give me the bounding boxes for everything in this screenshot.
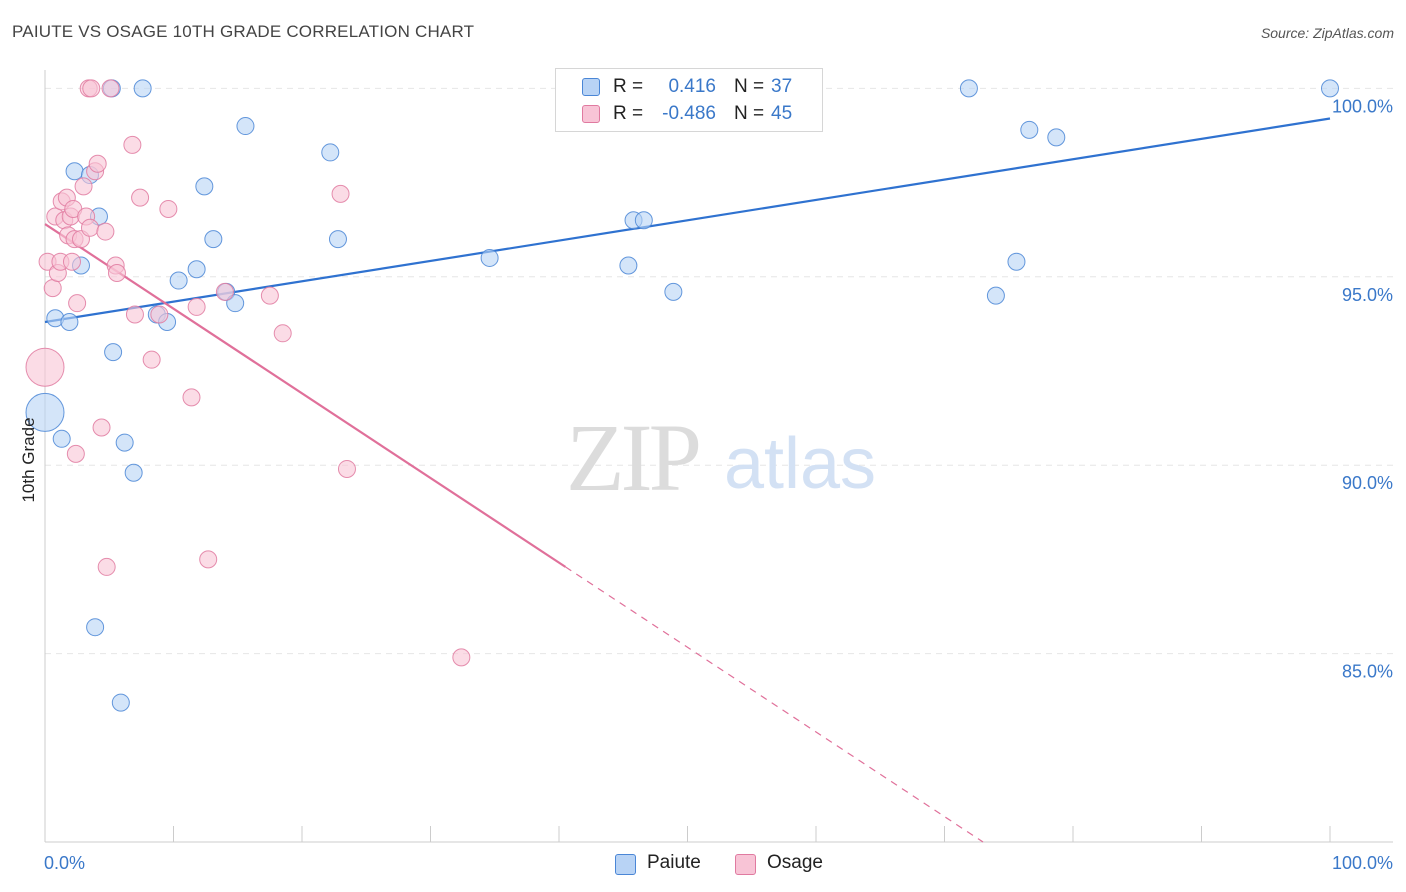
point-osage: [131, 188, 150, 207]
point-paiute: [619, 256, 638, 275]
legend-n-label: N =: [734, 103, 765, 124]
point-osage: [273, 324, 292, 343]
point-paiute: [124, 463, 143, 482]
legend-swatch-paiute: [582, 78, 600, 96]
legend-swatch-osage: [582, 105, 600, 123]
point-paiute: [1321, 79, 1339, 98]
point-paiute: [52, 429, 71, 448]
legend-row-osage: R = -0.486 N = 45: [556, 100, 822, 128]
legend-n-value-paiute: 37: [771, 76, 793, 97]
point-osage: [101, 79, 120, 98]
point-osage: [142, 350, 161, 369]
point-paiute: [1007, 252, 1026, 271]
point-osage: [125, 305, 144, 324]
axes: [44, 70, 1393, 843]
stats-legend: R = 0.416 N = 37 R = -0.486 N = 45: [555, 68, 823, 132]
trend-lines: [44, 117, 1331, 843]
series-swatch-paiute: [615, 854, 636, 875]
point-osage: [82, 79, 101, 98]
point-paiute: [65, 162, 84, 181]
point-osage: [337, 459, 356, 478]
chart-title: PAIUTE VS OSAGE 10TH GRADE CORRELATION C…: [12, 22, 475, 41]
y-tick-label: 95.0%: [1342, 285, 1393, 305]
x-tick-label: 0.0%: [44, 853, 85, 873]
point-osage: [331, 184, 350, 203]
point-paiute: [60, 313, 79, 331]
gridlines: [45, 87, 1393, 655]
point-osage: [215, 282, 234, 301]
point-osage: [123, 135, 142, 154]
point-paiute: [133, 79, 152, 98]
point-paiute: [986, 286, 1005, 305]
point-osage: [74, 177, 93, 196]
y-tick-label: 85.0%: [1342, 662, 1393, 682]
point-osage: [25, 347, 65, 387]
point-paiute: [634, 211, 653, 230]
point-paiute: [169, 271, 188, 290]
point-osage: [96, 222, 115, 241]
series-name-osage: Osage: [767, 852, 823, 873]
y-axis-label: 10th Grade: [19, 417, 38, 502]
watermark-atlas: atlas: [724, 424, 876, 504]
data-points: [25, 79, 1339, 712]
legend-r-label: R =: [613, 103, 644, 124]
point-paiute: [187, 260, 206, 279]
legend-r-value-paiute: 0.416: [668, 76, 716, 97]
x-tick-label: 100.0%: [1332, 853, 1393, 873]
point-paiute: [104, 343, 123, 362]
point-paiute: [115, 433, 134, 452]
point-osage: [68, 294, 87, 313]
trend-line-osage: [44, 223, 567, 568]
point-osage: [80, 218, 99, 237]
y-tick-label: 90.0%: [1342, 473, 1393, 493]
point-paiute: [195, 177, 214, 196]
trend-line-extension-osage: [565, 566, 984, 843]
series-name-paiute: Paiute: [647, 852, 701, 873]
source-label: Source: ZipAtlas.com: [1260, 25, 1394, 41]
x-tick-labels: 0.0% 100.0%: [44, 853, 1393, 873]
point-paiute: [86, 618, 105, 637]
point-osage: [452, 648, 471, 667]
point-osage: [182, 388, 201, 407]
point-paiute: [111, 693, 130, 712]
point-paiute: [664, 282, 683, 301]
legend-n-label: N =: [734, 76, 765, 97]
legend-r-value-osage: -0.486: [662, 103, 716, 124]
series-swatch-osage: [735, 854, 756, 875]
point-osage: [199, 550, 218, 569]
point-osage: [107, 264, 126, 283]
point-paiute: [1020, 120, 1039, 139]
point-paiute: [236, 117, 255, 136]
point-osage: [66, 444, 85, 463]
point-osage: [187, 297, 206, 316]
trend-line-paiute: [44, 117, 1331, 324]
point-osage: [43, 279, 62, 298]
point-osage: [88, 154, 107, 173]
legend-n-value-osage: 45: [771, 103, 793, 124]
point-paiute: [25, 392, 65, 432]
point-paiute: [226, 294, 245, 313]
point-paiute: [328, 230, 347, 249]
point-paiute: [321, 143, 340, 162]
watermark: ZIP atlas: [566, 404, 876, 511]
y-tick-labels: 100.0% 95.0% 90.0% 85.0%: [1332, 96, 1393, 681]
point-osage: [62, 252, 81, 271]
point-paiute: [480, 248, 499, 267]
point-osage: [150, 305, 169, 324]
series-legend: Paiute Osage: [0, 851, 1406, 879]
legend-r-label: R =: [613, 76, 644, 97]
point-osage: [97, 557, 116, 576]
legend-row-paiute: R = 0.416 N = 37: [556, 73, 822, 101]
y-tick-label: 100.0%: [1332, 96, 1393, 116]
point-paiute: [1047, 128, 1066, 147]
point-osage: [260, 286, 279, 305]
watermark-zip: ZIP: [566, 404, 699, 511]
point-osage: [159, 199, 178, 218]
point-paiute: [204, 230, 223, 249]
point-paiute: [959, 79, 978, 98]
point-osage: [92, 418, 111, 437]
